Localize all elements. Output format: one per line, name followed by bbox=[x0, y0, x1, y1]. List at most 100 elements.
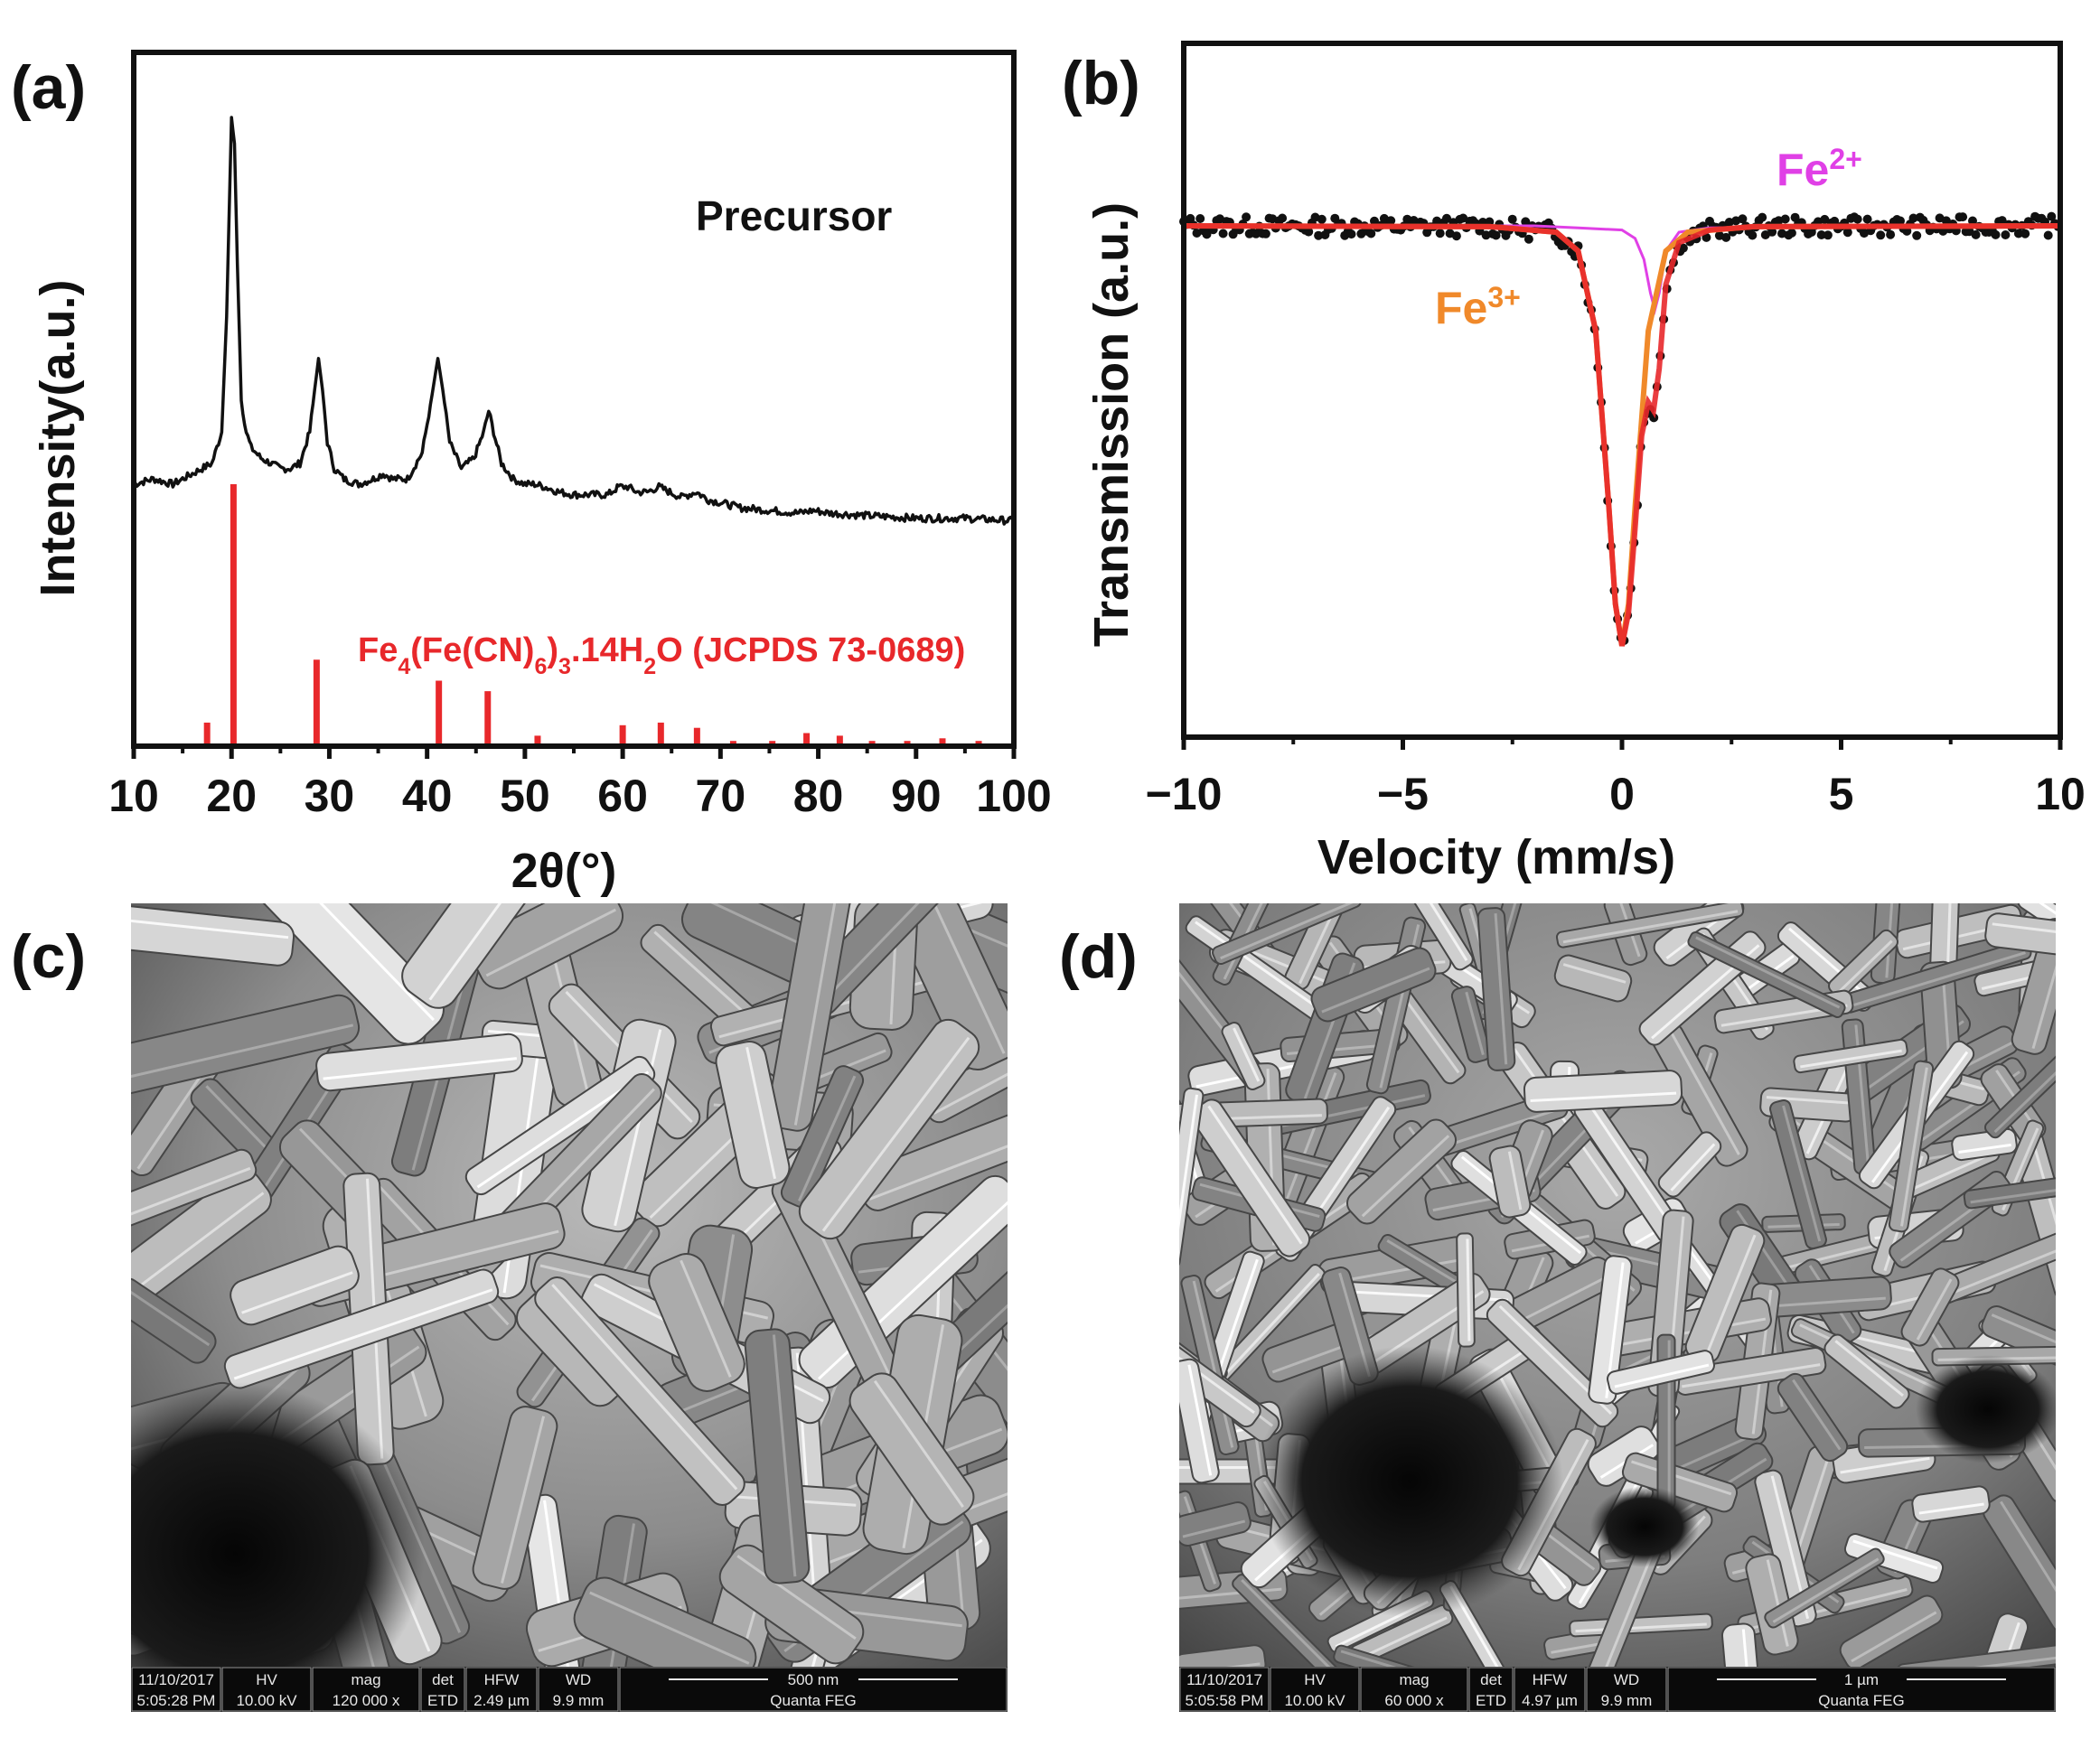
data-point bbox=[1738, 214, 1748, 224]
sem-field-label: mag bbox=[351, 1671, 380, 1688]
ref-part-5: ) bbox=[547, 631, 558, 669]
data-point bbox=[1896, 216, 1905, 226]
sem-field-label: HFW bbox=[484, 1671, 520, 1688]
sem-field-value: 4.97 µm bbox=[1522, 1692, 1578, 1709]
data-point bbox=[1758, 212, 1767, 222]
scale-bar-label: 500 nm bbox=[788, 1671, 839, 1688]
x-tick-label: 10 bbox=[108, 771, 159, 821]
sem-bar-background bbox=[131, 1667, 1008, 1712]
x-tick-label: −10 bbox=[1146, 769, 1223, 819]
sem-field-value: 5:05:28 PM bbox=[137, 1692, 216, 1709]
ref-part-8: 2 bbox=[643, 654, 656, 679]
panel-b-total-fit bbox=[1183, 223, 2061, 647]
data-point bbox=[1346, 229, 1356, 239]
x-tick-label: 80 bbox=[793, 771, 844, 821]
sem-field-label: mag bbox=[1399, 1671, 1429, 1688]
data-point bbox=[1366, 229, 1376, 238]
sem-field-value: 10.00 kV bbox=[236, 1692, 297, 1709]
sem-field-label: det bbox=[1480, 1671, 1502, 1688]
fe3-base: Fe bbox=[1435, 283, 1487, 333]
x-tick-label: 40 bbox=[402, 771, 453, 821]
data-point bbox=[2047, 211, 2057, 221]
sem-field-label: 11/10/2017 bbox=[1186, 1671, 1262, 1688]
ref-part-1: Fe bbox=[358, 631, 398, 669]
panel-c-sem-info-bar: 11/10/2017 5:05:28 PM HV 10.00 kV mag 120 000… bbox=[131, 1667, 1008, 1712]
data-point bbox=[1971, 229, 1981, 239]
panel-b-ylabel: Transmission (a.u.) bbox=[1084, 202, 1139, 647]
instrument-label: Quanta FEG bbox=[770, 1692, 856, 1709]
sem-field-value: 60 000 x bbox=[1384, 1692, 1444, 1709]
data-point bbox=[2013, 229, 2023, 238]
data-point bbox=[1278, 213, 1288, 223]
x-tick-label: 0 bbox=[1609, 769, 1635, 819]
panel-b-label: (b) bbox=[1062, 49, 1140, 117]
ref-part-2: 4 bbox=[398, 654, 410, 679]
panel-d-label: (d) bbox=[1059, 922, 1138, 991]
sem-field-label: det bbox=[432, 1671, 454, 1688]
ref-part-4: 6 bbox=[534, 654, 547, 679]
data-point bbox=[1958, 212, 1968, 222]
panel-b-axes-frame bbox=[1181, 41, 2063, 740]
x-tick-label: 50 bbox=[500, 771, 550, 821]
panel-c: (c) 11/10/2017 5:05:28 PM HV 10.00 kV mag 120… bbox=[11, 903, 1008, 1712]
sem-field-value: 10.00 kV bbox=[1284, 1692, 1345, 1709]
fe2-base: Fe bbox=[1777, 145, 1829, 195]
sem-bar-background bbox=[1179, 1667, 2056, 1712]
x-tick-label: 70 bbox=[696, 771, 746, 821]
panel-c-sem-image bbox=[131, 903, 1008, 1667]
panel-a-ylabel: Intensity(a.u.) bbox=[31, 279, 85, 596]
data-point bbox=[1862, 214, 1872, 224]
panel-d: (d) 11/10/2017 5:05:58 PM HV 10.00 kV mag 60 … bbox=[1059, 903, 2056, 1712]
data-point bbox=[1997, 216, 2007, 226]
data-point bbox=[1842, 228, 1852, 238]
ref-part-3: (Fe(CN) bbox=[410, 631, 534, 669]
data-point bbox=[1649, 413, 1659, 423]
panel-b: (b) Transmission (a.u.) Velocity (mm/s) … bbox=[1062, 41, 2086, 884]
sem-field-label: HV bbox=[1304, 1671, 1326, 1688]
x-tick-label: 60 bbox=[597, 771, 648, 821]
data-point bbox=[1218, 229, 1228, 238]
data-point bbox=[1991, 229, 2001, 239]
panel-a-x-ticks: 10 20 30 40 50 60 70 80 90 100 bbox=[108, 746, 1052, 821]
panel-b-fe3-component bbox=[1183, 223, 2061, 647]
panel-a-xlabel: 2θ(°) bbox=[511, 844, 617, 898]
x-tick-label: 90 bbox=[891, 771, 942, 821]
sem-field-value: 9.9 mm bbox=[1601, 1692, 1653, 1709]
data-point bbox=[1442, 213, 1451, 223]
panel-c-label: (c) bbox=[11, 922, 86, 991]
data-point bbox=[1786, 228, 1796, 238]
data-point bbox=[1252, 229, 1261, 238]
data-point bbox=[1702, 232, 1711, 242]
sem-field-label: HV bbox=[256, 1671, 277, 1688]
panel-a-axes-frame bbox=[131, 50, 1017, 749]
sem-field-label: HFW bbox=[1533, 1671, 1568, 1688]
data-point bbox=[1823, 230, 1833, 240]
data-point bbox=[1876, 230, 1886, 240]
data-point bbox=[1721, 232, 1731, 242]
data-point bbox=[1678, 243, 1688, 253]
x-tick-label: 10 bbox=[2035, 769, 2086, 819]
data-point bbox=[1852, 214, 1862, 224]
data-point bbox=[2001, 230, 2011, 239]
sem-field-value: 5:05:58 PM bbox=[1186, 1692, 1264, 1709]
x-tick-label: 20 bbox=[206, 771, 257, 821]
panel-d-sem-info-bar: 11/10/2017 5:05:58 PM HV 10.00 kV mag 60 000 … bbox=[1179, 1667, 2056, 1712]
panel-d-sem-image bbox=[1179, 903, 2056, 1667]
fe2-sup: 2+ bbox=[1829, 143, 1861, 175]
data-point bbox=[1523, 234, 1533, 244]
scale-bar-label: 1 µm bbox=[1844, 1671, 1879, 1688]
data-point bbox=[1908, 213, 1918, 223]
ref-part-7: .14H bbox=[571, 631, 643, 669]
x-tick-label: −5 bbox=[1377, 769, 1429, 819]
panel-a-reference-sticks bbox=[203, 484, 1016, 746]
data-point bbox=[1202, 229, 1212, 239]
sem-field-value: ETD bbox=[1476, 1692, 1506, 1709]
data-point bbox=[1912, 230, 1922, 240]
sem-field-value: 2.49 µm bbox=[473, 1692, 530, 1709]
data-point bbox=[1820, 214, 1830, 224]
data-point bbox=[1521, 217, 1531, 227]
panel-a-precursor-pattern bbox=[133, 116, 1016, 526]
data-point bbox=[1816, 230, 1826, 239]
sem-field-label: WD bbox=[1614, 1671, 1639, 1688]
